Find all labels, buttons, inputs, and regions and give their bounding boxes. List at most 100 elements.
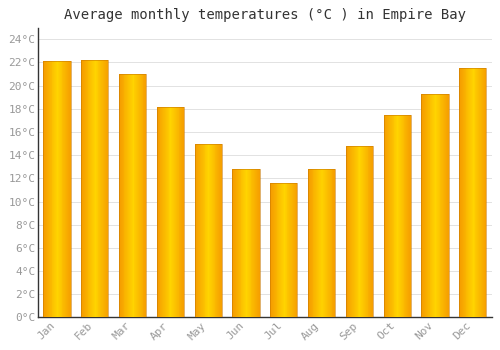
Bar (120, 74, 121, 317)
Bar (308, 169, 309, 317)
Bar (86, 60, 88, 317)
Bar (49, 61, 50, 317)
Bar (445, 94, 446, 317)
Bar (102, 60, 103, 317)
Bar (82, 60, 83, 317)
Bar (211, 144, 212, 317)
Bar (350, 146, 351, 317)
Bar (461, 68, 462, 317)
Bar (434, 94, 435, 317)
Bar (363, 146, 364, 317)
Bar (384, 114, 411, 317)
Bar (464, 68, 466, 317)
Bar (48, 61, 49, 317)
Bar (410, 114, 411, 317)
Bar (317, 169, 318, 317)
Bar (358, 146, 360, 317)
Bar (390, 114, 391, 317)
Bar (422, 94, 448, 317)
Bar (216, 144, 218, 317)
Bar (201, 144, 202, 317)
Bar (316, 169, 317, 317)
Bar (324, 169, 325, 317)
Bar (387, 114, 388, 317)
Bar (62, 61, 64, 317)
Bar (478, 68, 479, 317)
Bar (94, 60, 95, 317)
Bar (401, 114, 402, 317)
Bar (198, 144, 199, 317)
Bar (346, 146, 348, 317)
Bar (129, 74, 130, 317)
Bar (368, 146, 370, 317)
Bar (127, 74, 128, 317)
Bar (68, 61, 69, 317)
Bar (100, 60, 101, 317)
Bar (182, 106, 183, 317)
Bar (278, 183, 280, 317)
Bar (334, 169, 335, 317)
Bar (274, 183, 276, 317)
Bar (471, 68, 472, 317)
Bar (64, 61, 65, 317)
Bar (480, 68, 481, 317)
Bar (314, 169, 315, 317)
Bar (254, 169, 255, 317)
Bar (105, 60, 106, 317)
Bar (404, 114, 406, 317)
Bar (142, 74, 144, 317)
Bar (93, 60, 94, 317)
Bar (119, 74, 120, 317)
Bar (423, 94, 424, 317)
Bar (219, 144, 220, 317)
Bar (289, 183, 290, 317)
Bar (140, 74, 141, 317)
Bar (134, 74, 136, 317)
Bar (330, 169, 332, 317)
Bar (469, 68, 470, 317)
Bar (319, 169, 320, 317)
Bar (57, 61, 58, 317)
Bar (397, 114, 398, 317)
Bar (250, 169, 252, 317)
Bar (202, 144, 203, 317)
Bar (398, 114, 399, 317)
Bar (172, 106, 173, 317)
Bar (462, 68, 463, 317)
Bar (121, 74, 122, 317)
Bar (351, 146, 352, 317)
Bar (174, 106, 175, 317)
Bar (282, 183, 283, 317)
Bar (402, 114, 404, 317)
Bar (84, 60, 85, 317)
Bar (163, 106, 164, 317)
Bar (44, 61, 45, 317)
Bar (474, 68, 476, 317)
Bar (210, 144, 211, 317)
Bar (396, 114, 397, 317)
Bar (258, 169, 260, 317)
Bar (293, 183, 294, 317)
Bar (320, 169, 322, 317)
Bar (327, 169, 328, 317)
Bar (141, 74, 142, 317)
Bar (328, 169, 329, 317)
Bar (47, 61, 48, 317)
Bar (473, 68, 474, 317)
Bar (212, 144, 214, 317)
Bar (459, 68, 460, 317)
Bar (437, 94, 438, 317)
Bar (124, 74, 126, 317)
Bar (194, 144, 222, 317)
Bar (472, 68, 473, 317)
Bar (137, 74, 138, 317)
Bar (463, 68, 464, 317)
Bar (126, 74, 127, 317)
Bar (291, 183, 292, 317)
Bar (479, 68, 480, 317)
Bar (272, 183, 273, 317)
Bar (54, 61, 55, 317)
Bar (176, 106, 178, 317)
Bar (400, 114, 401, 317)
Bar (364, 146, 365, 317)
